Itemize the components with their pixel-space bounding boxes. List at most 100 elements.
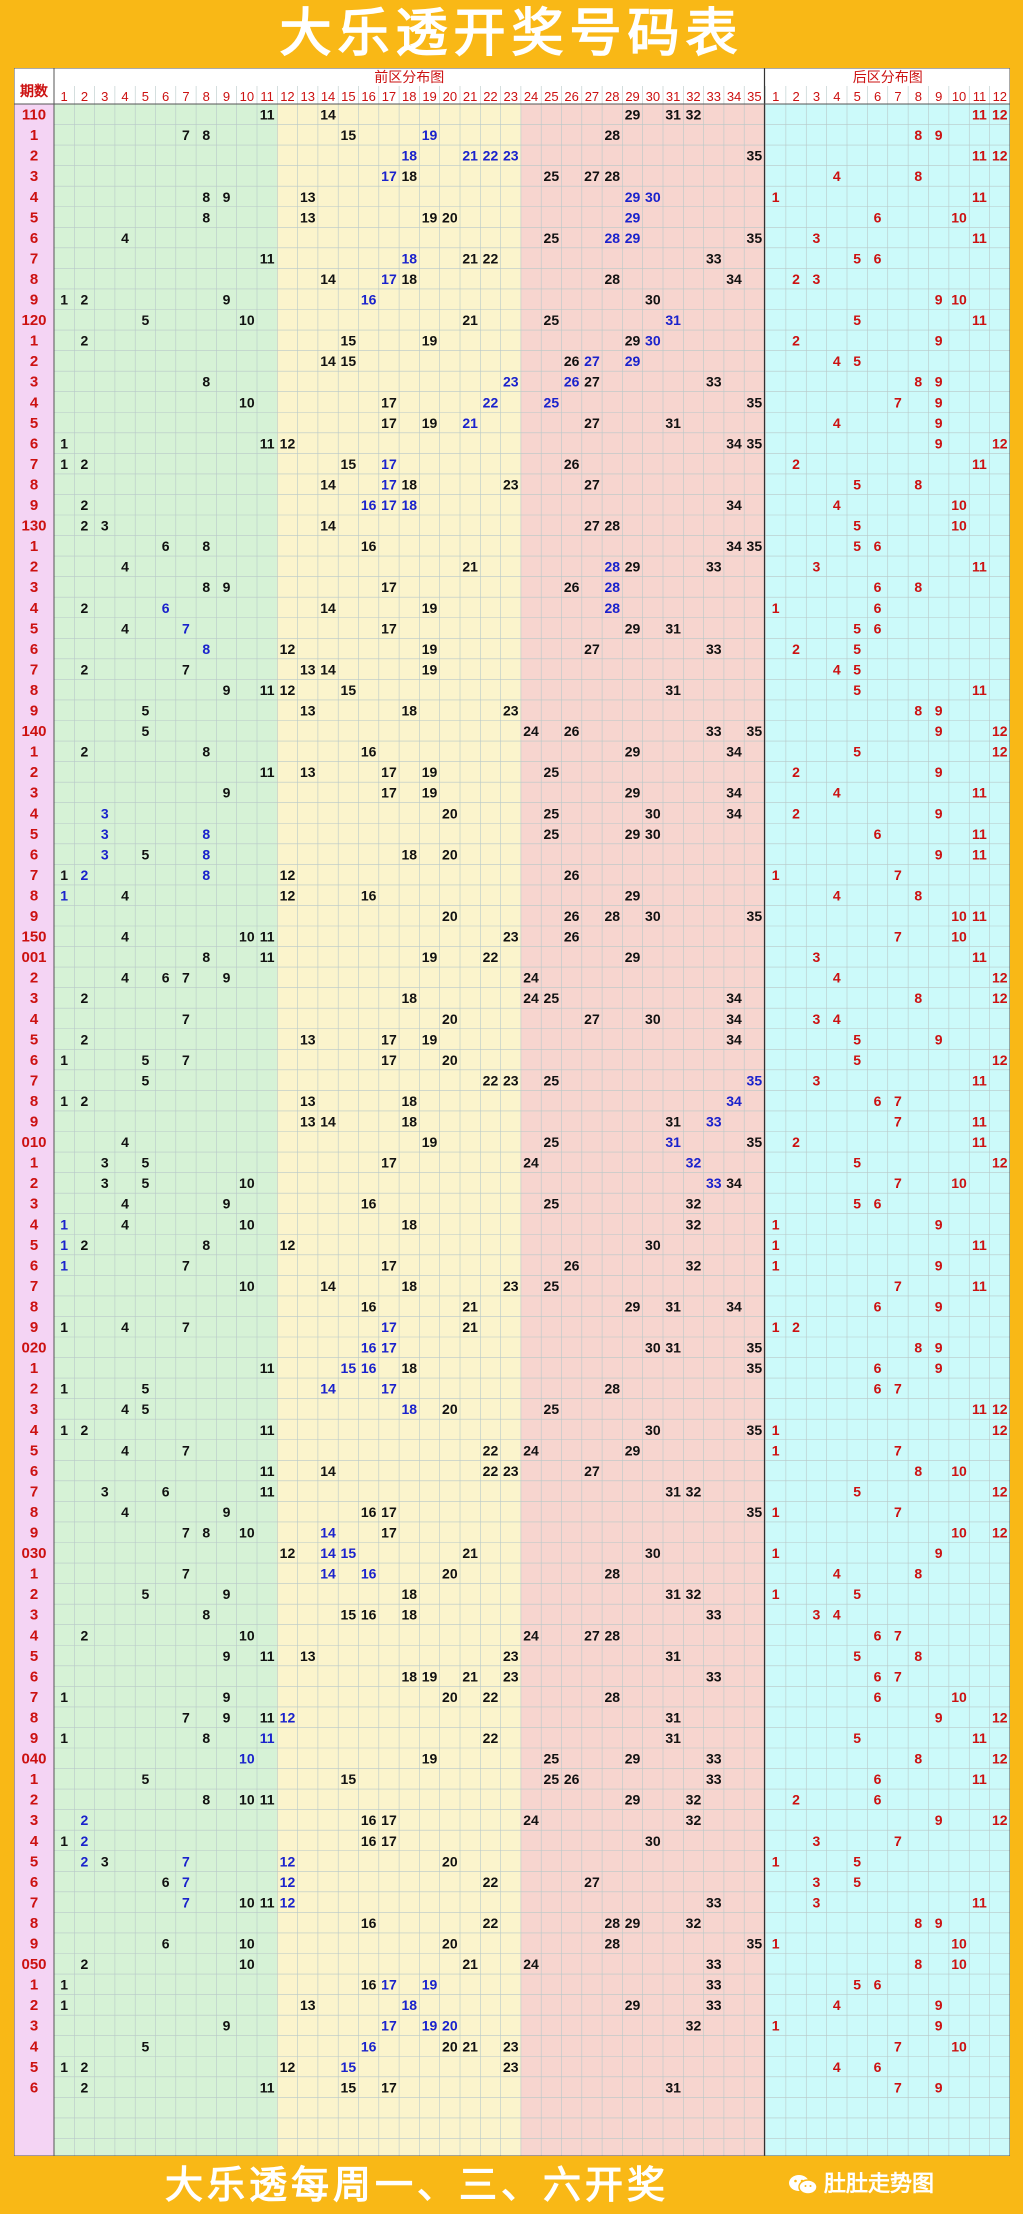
front-number: 33 — [706, 1607, 722, 1623]
front-number: 29 — [625, 209, 641, 225]
front-number: 28 — [604, 1381, 620, 1397]
front-number: 23 — [503, 1463, 519, 1479]
front-number: 1 — [60, 1237, 68, 1253]
front-number: 20 — [442, 1052, 458, 1068]
front-number: 5 — [141, 312, 149, 328]
back-number: 10 — [951, 1463, 967, 1479]
period-label: 120 — [21, 312, 46, 329]
back-number: 11 — [972, 826, 987, 842]
back-column-label: 3 — [813, 89, 820, 104]
back-number: 4 — [833, 168, 841, 184]
back-number: 9 — [935, 374, 943, 390]
front-number: 11 — [260, 1792, 275, 1808]
front-number: 26 — [564, 723, 580, 739]
front-number: 21 — [462, 559, 478, 575]
front-number: 32 — [686, 1196, 702, 1212]
back-number: 6 — [874, 826, 882, 842]
front-number: 9 — [223, 1648, 231, 1664]
back-number: 9 — [935, 394, 943, 410]
front-number: 35 — [747, 908, 763, 924]
front-number: 10 — [239, 1525, 255, 1541]
front-column-label: 23 — [504, 89, 518, 104]
front-number: 18 — [401, 168, 417, 184]
front-number: 13 — [300, 1114, 316, 1130]
front-number: 14 — [320, 1566, 336, 1582]
front-number: 9 — [223, 2018, 231, 2034]
front-number: 34 — [726, 744, 742, 760]
back-number: 1 — [772, 1422, 780, 1438]
front-number: 9 — [223, 579, 231, 595]
front-number: 30 — [645, 805, 661, 821]
front-number: 27 — [584, 1011, 600, 1027]
wechat-icon — [789, 2175, 818, 2195]
front-number: 33 — [706, 1751, 722, 1767]
back-number: 9 — [935, 1545, 943, 1561]
front-number: 21 — [462, 1668, 478, 1684]
front-number: 29 — [625, 353, 641, 369]
front-number: 17 — [381, 168, 397, 184]
back-number: 11 — [972, 846, 987, 862]
front-number: 26 — [564, 353, 580, 369]
front-number: 30 — [645, 1422, 661, 1438]
front-number: 15 — [341, 333, 357, 349]
front-number: 22 — [483, 1874, 499, 1890]
front-number: 32 — [686, 1792, 702, 1808]
back-number: 7 — [894, 2038, 902, 2054]
back-number: 5 — [853, 1874, 861, 1890]
period-label: 2 — [30, 353, 38, 370]
front-number: 9 — [223, 970, 231, 986]
front-number: 8 — [202, 209, 210, 225]
front-number: 5 — [141, 1072, 149, 1088]
front-number: 3 — [101, 846, 109, 862]
front-number: 25 — [544, 230, 560, 246]
back-number: 4 — [833, 353, 841, 369]
back-number: 5 — [853, 353, 861, 369]
front-number: 14 — [320, 661, 336, 677]
front-column-label: 29 — [625, 89, 639, 104]
front-number: 5 — [141, 1052, 149, 1068]
front-number: 18 — [401, 1360, 417, 1376]
period-label: 1 — [30, 744, 38, 761]
front-number: 8 — [202, 949, 210, 965]
front-number: 17 — [381, 1031, 397, 1047]
front-number: 27 — [584, 168, 600, 184]
front-number: 19 — [422, 785, 438, 801]
front-number: 7 — [182, 1319, 190, 1335]
period-label: 5 — [30, 1237, 38, 1254]
front-number: 26 — [564, 374, 580, 390]
front-number: 8 — [202, 846, 210, 862]
front-number: 25 — [544, 1751, 560, 1767]
front-number: 3 — [101, 1483, 109, 1499]
back-number: 2 — [792, 764, 800, 780]
front-column-label: 12 — [280, 89, 294, 104]
front-number: 7 — [182, 970, 190, 986]
front-number: 16 — [361, 1607, 377, 1623]
back-number: 2 — [792, 805, 800, 821]
front-number: 17 — [381, 1381, 397, 1397]
back-number: 10 — [951, 497, 967, 513]
front-number: 17 — [381, 620, 397, 636]
back-number: 11 — [972, 559, 987, 575]
front-number: 32 — [686, 1257, 702, 1273]
back-number: 10 — [951, 209, 967, 225]
front-number: 33 — [706, 641, 722, 657]
back-number: 5 — [853, 661, 861, 677]
front-number: 16 — [361, 292, 377, 308]
front-column-label: 15 — [341, 89, 355, 104]
front-number: 7 — [182, 1853, 190, 1869]
back-number: 5 — [853, 1483, 861, 1499]
front-number: 18 — [401, 1093, 417, 1109]
period-label: 8 — [30, 887, 38, 904]
front-number: 11 — [260, 107, 275, 123]
front-number: 7 — [182, 661, 190, 677]
back-number: 11 — [972, 785, 987, 801]
period-label: 4 — [30, 2038, 39, 2055]
front-column-label: 2 — [81, 89, 88, 104]
front-number: 19 — [422, 661, 438, 677]
back-number: 2 — [792, 271, 800, 287]
period-label: 020 — [21, 1340, 46, 1357]
front-number: 17 — [381, 1340, 397, 1356]
back-number: 9 — [935, 1360, 943, 1376]
front-number: 11 — [260, 1463, 275, 1479]
front-number: 29 — [625, 333, 641, 349]
